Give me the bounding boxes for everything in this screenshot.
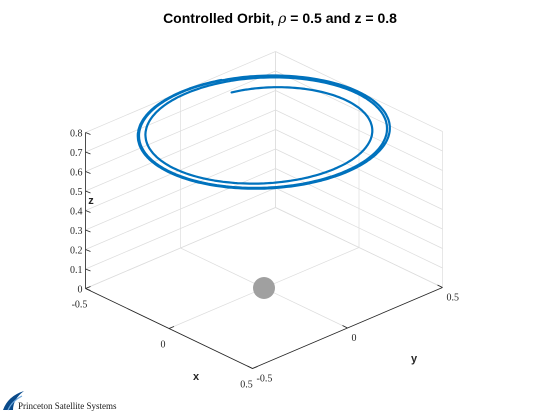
x-tick-mark — [252, 366, 258, 369]
z-tick-label: 0.1 — [70, 265, 83, 276]
z-tick-mark — [85, 229, 91, 233]
x-tick-labels: -0.5 0 0.5 — [72, 286, 258, 391]
z-tick-label: 0.5 — [70, 187, 83, 198]
z-tick-mark — [85, 288, 91, 291]
z-axis-label: z — [88, 195, 94, 207]
x-tick-label: 0 — [161, 340, 166, 351]
z-tick-mark — [85, 151, 91, 155]
x-tick-mark — [85, 286, 91, 289]
z-tick-mark — [85, 132, 91, 135]
y-tick-mark — [342, 325, 348, 329]
z-tick-mark — [85, 171, 91, 174]
grid-lines — [85, 51, 443, 369]
y-tick-mark — [247, 365, 253, 369]
y-tick-label: -0.5 — [257, 374, 273, 385]
z-tick-label: 0.7 — [70, 148, 83, 159]
orbit-trajectory-line — [136, 74, 391, 190]
x-tick-label: 0.5 — [240, 380, 253, 391]
z-tick-label: 0.6 — [70, 168, 83, 179]
central-body-sphere — [253, 277, 275, 299]
x-axis-label: x — [193, 371, 200, 383]
pss-logo: Princeton Satellite Systems — [3, 391, 117, 411]
y-tick-mark — [437, 284, 443, 288]
z-tick-mark — [85, 268, 91, 272]
z-tick-labels: 0 0.1 0.2 0.3 0.4 0.5 0.6 0.7 0.8 — [70, 129, 91, 296]
z-tick-mark — [85, 210, 91, 213]
logo-arc-icon — [7, 395, 23, 411]
z-tick-label: 0.8 — [70, 129, 83, 140]
logo-text: Princeton Satellite Systems — [18, 401, 117, 411]
grid-line-y-floor — [275, 207, 443, 288]
x-tick-mark — [168, 326, 175, 329]
y-tick-label: 0 — [352, 333, 357, 344]
z-tick-label: 0.4 — [70, 207, 83, 218]
z-tick-mark — [85, 190, 91, 194]
x-tick-label: -0.5 — [72, 300, 88, 311]
z-tick-label: 0.2 — [70, 246, 83, 257]
chart-title: Controlled Orbit, ρ = 0.5 and z = 0.8 — [163, 10, 397, 27]
logo-swoosh-icon — [3, 391, 24, 410]
y-tick-labels: -0.5 0 0.5 — [247, 284, 460, 385]
z-tick-label: 0.3 — [70, 226, 83, 237]
y-axis-label: y — [411, 353, 418, 365]
y-tick-label: 0.5 — [447, 293, 460, 304]
z-tick-mark — [85, 249, 91, 252]
z-tick-label: 0 — [78, 285, 83, 296]
